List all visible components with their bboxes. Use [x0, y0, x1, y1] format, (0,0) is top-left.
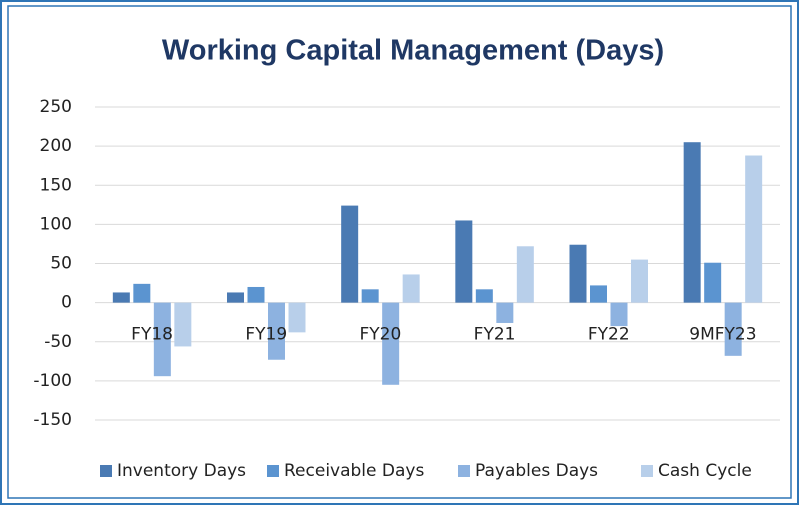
x-tick-label: 9MFY23 [689, 325, 756, 345]
y-tick-label: -100 [33, 371, 72, 391]
legend-label: Cash Cycle [658, 461, 752, 481]
bar [724, 302, 742, 356]
bar [496, 302, 514, 323]
chart-title: Working Capital Management (Days) [162, 35, 664, 67]
y-tick-label: -50 [44, 332, 72, 352]
legend-label: Receivable Days [284, 461, 424, 481]
chart-frame [7, 5, 792, 499]
x-tick-label: FY21 [474, 325, 516, 345]
bar [133, 283, 151, 303]
bar [569, 244, 587, 303]
bar [455, 220, 473, 303]
bar [112, 292, 130, 303]
bar [227, 292, 244, 303]
bar [247, 286, 265, 303]
y-tick-label: 200 [40, 136, 72, 156]
legend-label: Payables Days [475, 461, 598, 481]
bar [402, 274, 420, 303]
bar [174, 302, 192, 347]
bar [153, 302, 171, 377]
bar [361, 289, 379, 303]
y-tick-label: 250 [40, 97, 72, 117]
legend-label: Inventory Days [117, 461, 246, 481]
bar [631, 259, 648, 303]
legend-swatch [267, 465, 279, 477]
x-tick-label: FY20 [360, 325, 402, 345]
y-tick-label: 0 [61, 293, 72, 313]
y-tick-label: -150 [33, 410, 72, 430]
bar [516, 246, 534, 303]
y-tick-label: 50 [50, 254, 72, 274]
bar [683, 142, 701, 303]
bar [382, 302, 400, 385]
bar [288, 302, 306, 333]
bar [268, 302, 285, 360]
legend-swatch [641, 465, 653, 477]
bar [704, 262, 722, 303]
bar [590, 285, 607, 303]
y-tick-label: 100 [40, 214, 72, 234]
legend-swatch [458, 465, 470, 477]
y-tick-label: 150 [40, 175, 72, 195]
x-tick-label: FY18 [131, 325, 173, 345]
x-tick-label: FY19 [245, 325, 287, 345]
bar [341, 205, 359, 303]
legend-swatch [100, 465, 112, 477]
bar [475, 289, 493, 303]
bar [745, 155, 763, 303]
bar [610, 302, 628, 327]
x-tick-label: FY22 [588, 325, 630, 345]
